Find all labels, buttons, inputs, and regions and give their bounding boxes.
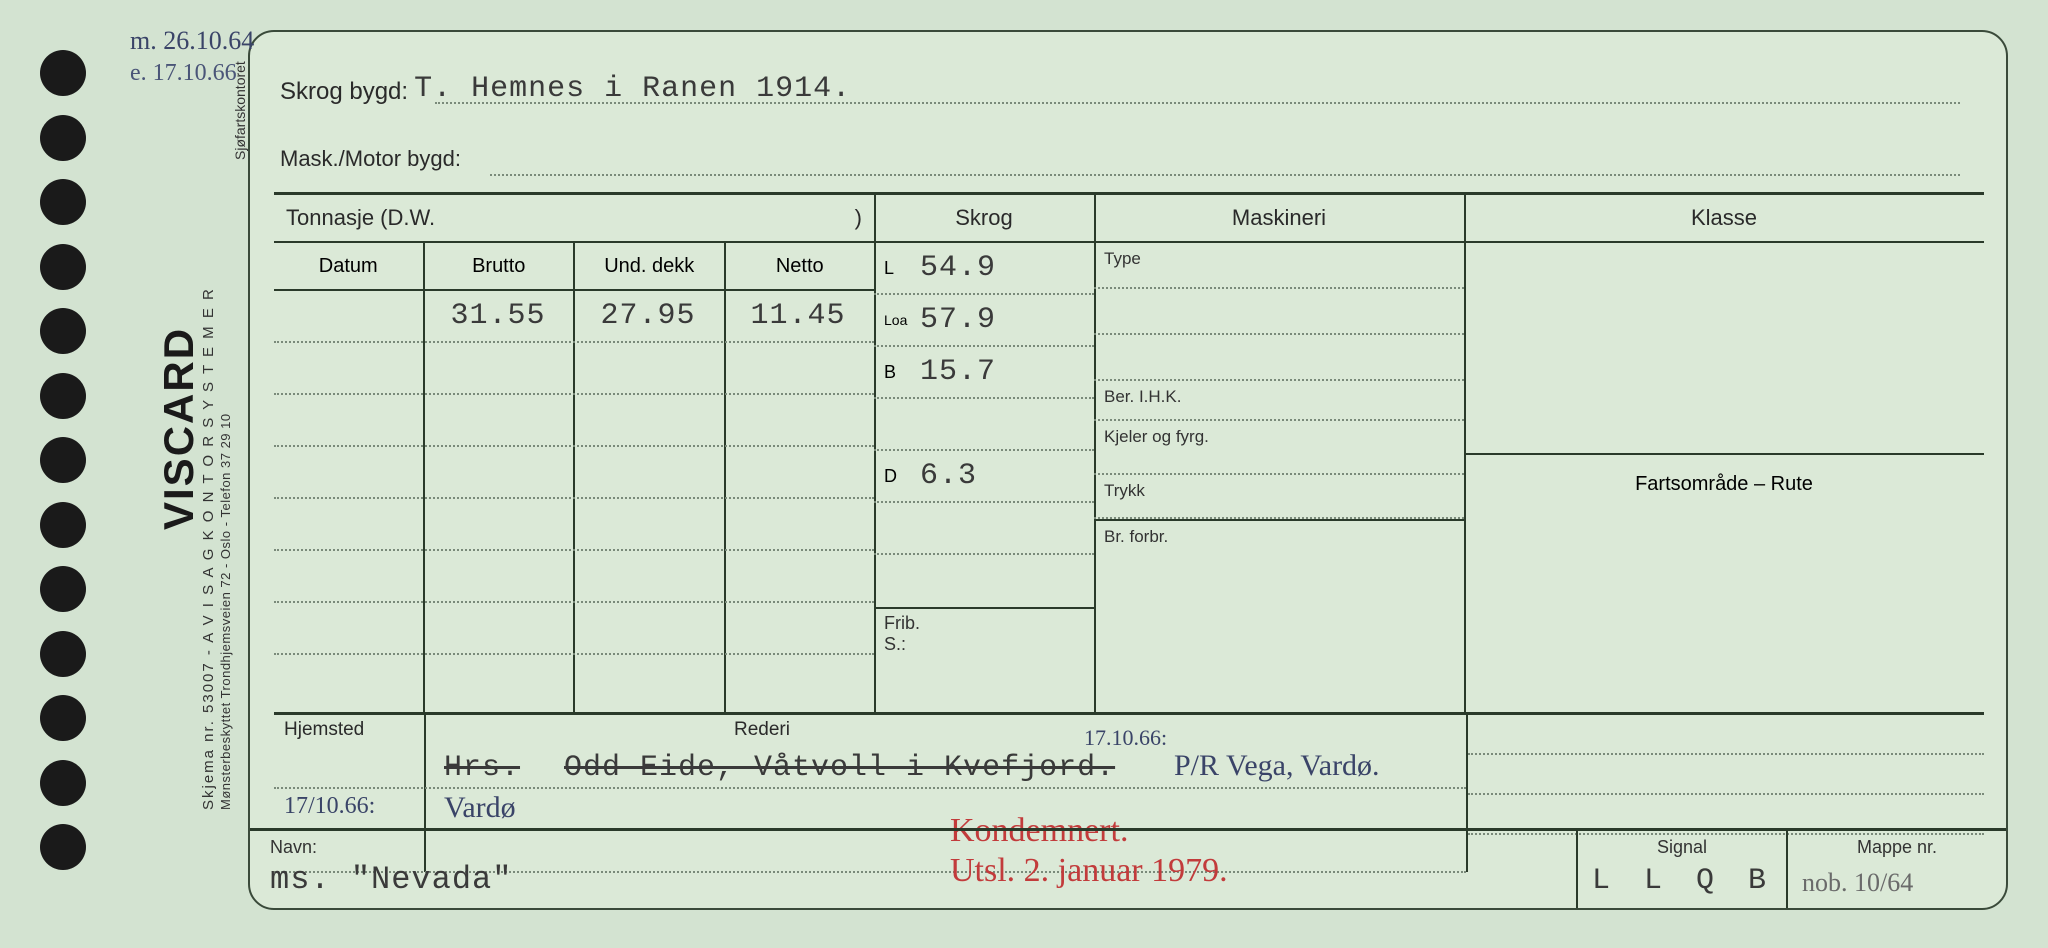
frib-label: Frib. <box>884 613 1084 634</box>
skrog-body: L54.9 Loa57.9 B15.7 D6.3 Frib. S.: <box>874 243 1094 712</box>
maskineri-body: Type Ber. I.H.K. Kjeler og fyrg. Trykk B… <box>1094 243 1464 712</box>
cell-brutto: 31.55 <box>424 291 574 341</box>
side-brand: VISCARD <box>155 327 203 530</box>
hjemsted-old: Hrs. <box>444 751 520 785</box>
cell-netto: 11.45 <box>724 291 874 341</box>
col-netto: Netto <box>726 243 875 289</box>
mappe-label: Mappe nr. <box>1802 837 1992 858</box>
hjemsted-new: Vardø <box>444 791 516 825</box>
rederi-old: Odd Eide, Våtvoll i Kvefjord. <box>564 751 1115 785</box>
col-unddekk: Und. dekk <box>575 243 726 289</box>
rederi-change-date: 17.10.66: <box>1084 725 1167 751</box>
header-skrog: Skrog bygd: T. Hemnes i Ranen 1914. <box>280 60 1980 106</box>
header-motor: Mask./Motor bygd: <box>280 132 1980 178</box>
mask-type: Type <box>1094 243 1464 289</box>
scan-page: VISCARD Skjema nr. 53007 - A V I S A G K… <box>0 0 2048 948</box>
punch-holes <box>40 50 100 870</box>
side-line: Skjema nr. 53007 - A V I S A G K O N T O… <box>200 30 234 810</box>
mask-trykk: Trykk <box>1094 475 1464 519</box>
skrog-header: Skrog <box>874 195 1094 243</box>
rederi-label: Rederi <box>734 719 790 741</box>
cell-datum <box>274 291 424 341</box>
tonnasje-header: Tonnasje (D.W. ) <box>274 195 874 243</box>
mask-br: Br. forbr. <box>1094 519 1464 579</box>
index-card: m. 26.10.64 e. 17.10.66 Skrog bygd: T. H… <box>248 30 2008 910</box>
signal-label: Signal <box>1592 837 1772 858</box>
tonnasje-title-r: ) <box>855 205 862 231</box>
skrog-bygd-value: T. Hemnes i Ranen 1914. <box>414 72 851 106</box>
skrog-Loa: 57.9 <box>920 303 996 337</box>
navn-cell: Navn: ms. "Nevada" <box>250 831 1576 908</box>
mappe-value: nob. 10/64 <box>1802 868 1913 898</box>
bottom-bar: Navn: ms. "Nevada" Signal L L Q B Mappe … <box>250 828 2006 908</box>
tonnasje-body: 31.55 27.95 11.45 <box>274 291 874 712</box>
signal-value: L L Q B <box>1592 864 1774 898</box>
side-line-text: Skjema nr. 53007 - A V I S A G K O N T O… <box>200 287 217 810</box>
skrog-B: 15.7 <box>920 355 996 389</box>
hjemsted-label: Hjemsted <box>284 719 364 741</box>
note-changed: e. 17.10.66 <box>130 60 237 87</box>
skrog-L: 54.9 <box>920 251 996 285</box>
rederi-new: P/R Vega, Vardø. <box>1174 749 1380 783</box>
skrog-D: 6.3 <box>920 459 977 493</box>
tonnasje-title-l: Tonnasje (D.W. <box>286 205 435 231</box>
s-label: S.: <box>884 634 1084 655</box>
mappe-cell: Mappe nr. nob. 10/64 <box>1786 831 2006 908</box>
motor-bygd-label: Mask./Motor bygd: <box>280 146 461 172</box>
mask-ber: Ber. I.H.K. <box>1094 381 1464 421</box>
navn-label: Navn: <box>270 837 1556 858</box>
side-addr: Mønsterbeskyttet Trondhjemsveien 72 - Os… <box>218 413 233 810</box>
tonnasje-columns: Datum Brutto Und. dekk Netto <box>274 243 874 291</box>
skrog-bygd-label: Skrog bygd: <box>280 78 408 106</box>
mask-kjeler: Kjeler og fyrg. <box>1094 421 1464 475</box>
note-received: m. 26.10.64 <box>130 26 254 56</box>
skrog-frib: Frib. S.: <box>874 607 1094 667</box>
cell-unddekk: 27.95 <box>574 291 724 341</box>
main-grid: Tonnasje (D.W. ) Datum Brutto Und. dekk … <box>274 192 1984 712</box>
col-brutto: Brutto <box>425 243 576 289</box>
tonnasje-row: 31.55 27.95 11.45 <box>274 291 874 343</box>
fartsomrade-label: Fartsområde – Rute <box>1464 473 1984 496</box>
signal-cell: Signal L L Q B <box>1576 831 1786 908</box>
col-datum: Datum <box>274 243 425 289</box>
navn-value: ms. "Nevada" <box>270 861 512 898</box>
klasse-header: Klasse <box>1464 195 1984 243</box>
hjemsted-change-date: 17/10.66: <box>284 793 375 820</box>
klasse-body: Fartsområde – Rute <box>1464 243 1984 712</box>
maskineri-header: Maskineri <box>1094 195 1464 243</box>
